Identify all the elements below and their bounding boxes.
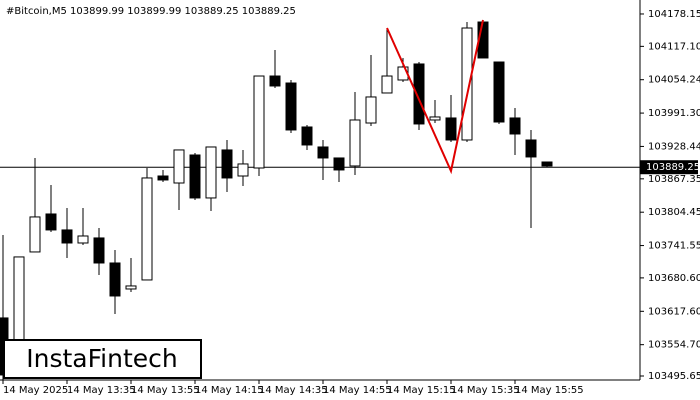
x-tick-label: 14 May 13:35 (67, 385, 136, 396)
candle-body (317, 146, 329, 159)
y-tick-label: 104054.24 (648, 75, 700, 86)
chart-title: #Bitcoin,M5 103899.99 103899.99 103889.2… (6, 6, 296, 17)
candle-body (493, 61, 505, 123)
x-tick-label: 14 May 15:15 (387, 385, 456, 396)
candle-body (205, 146, 217, 199)
candle-body (109, 262, 121, 297)
x-tick-label: 14 May 15:55 (515, 385, 584, 396)
y-tick-label: 103741.55 (648, 241, 700, 252)
candle-body (253, 75, 265, 169)
candle-body (333, 157, 345, 171)
y-tick-label: 104117.10 (648, 41, 700, 52)
y-tick-label: 103928.44 (648, 141, 700, 152)
y-tick-label: 103495.65 (648, 371, 700, 382)
candle-body (61, 229, 73, 244)
y-tick-label: 103804.45 (648, 207, 700, 218)
price-label: 103889.25 (646, 162, 700, 173)
candle-body (349, 119, 361, 167)
candle-body (157, 175, 169, 181)
candle-body (141, 177, 153, 281)
price-label-box (640, 160, 698, 175)
candle-body (365, 96, 377, 124)
candle-body (29, 216, 41, 253)
logo-box (3, 339, 202, 379)
candle-body (509, 117, 521, 135)
x-tick-label: 14 May 2025 (3, 385, 68, 396)
candle-body (541, 161, 553, 167)
candle-body (525, 139, 537, 158)
y-tick-label: 103991.30 (648, 108, 700, 119)
y-tick-label: 103617.60 (648, 306, 700, 317)
logo: InstaFintech (26, 344, 178, 373)
candle-body (461, 27, 473, 141)
candle-body (381, 75, 393, 94)
candle-body (13, 256, 25, 341)
candle-body (93, 237, 105, 264)
candle-body (285, 82, 297, 131)
candle-body (189, 154, 201, 199)
x-tick-label: 14 May 15:35 (451, 385, 520, 396)
x-tick-label: 14 May 14:15 (195, 385, 264, 396)
candle-body (221, 149, 233, 179)
candle-body (429, 116, 441, 121)
plot-area (0, 21, 640, 380)
candle-body (301, 126, 313, 146)
x-tick-label: 14 May 14:35 (259, 385, 328, 396)
candle-body (125, 285, 137, 290)
candle-body (413, 63, 425, 125)
candle-body (45, 213, 57, 231)
candle-body (269, 75, 281, 87)
y-tick-label: 103680.60 (648, 273, 700, 284)
y-tick-label: 104178.15 (648, 9, 700, 20)
y-tick-label: 103554.70 (648, 340, 700, 351)
x-tick-label: 14 May 14:55 (323, 385, 392, 396)
candle-body (173, 149, 185, 184)
candle-body (237, 163, 249, 177)
pattern-line (386, 19, 484, 175)
y-tick-label: 103867.35 (648, 174, 700, 185)
x-tick-label: 14 May 13:55 (131, 385, 200, 396)
candle-body (445, 117, 457, 141)
candle-body (77, 235, 89, 244)
